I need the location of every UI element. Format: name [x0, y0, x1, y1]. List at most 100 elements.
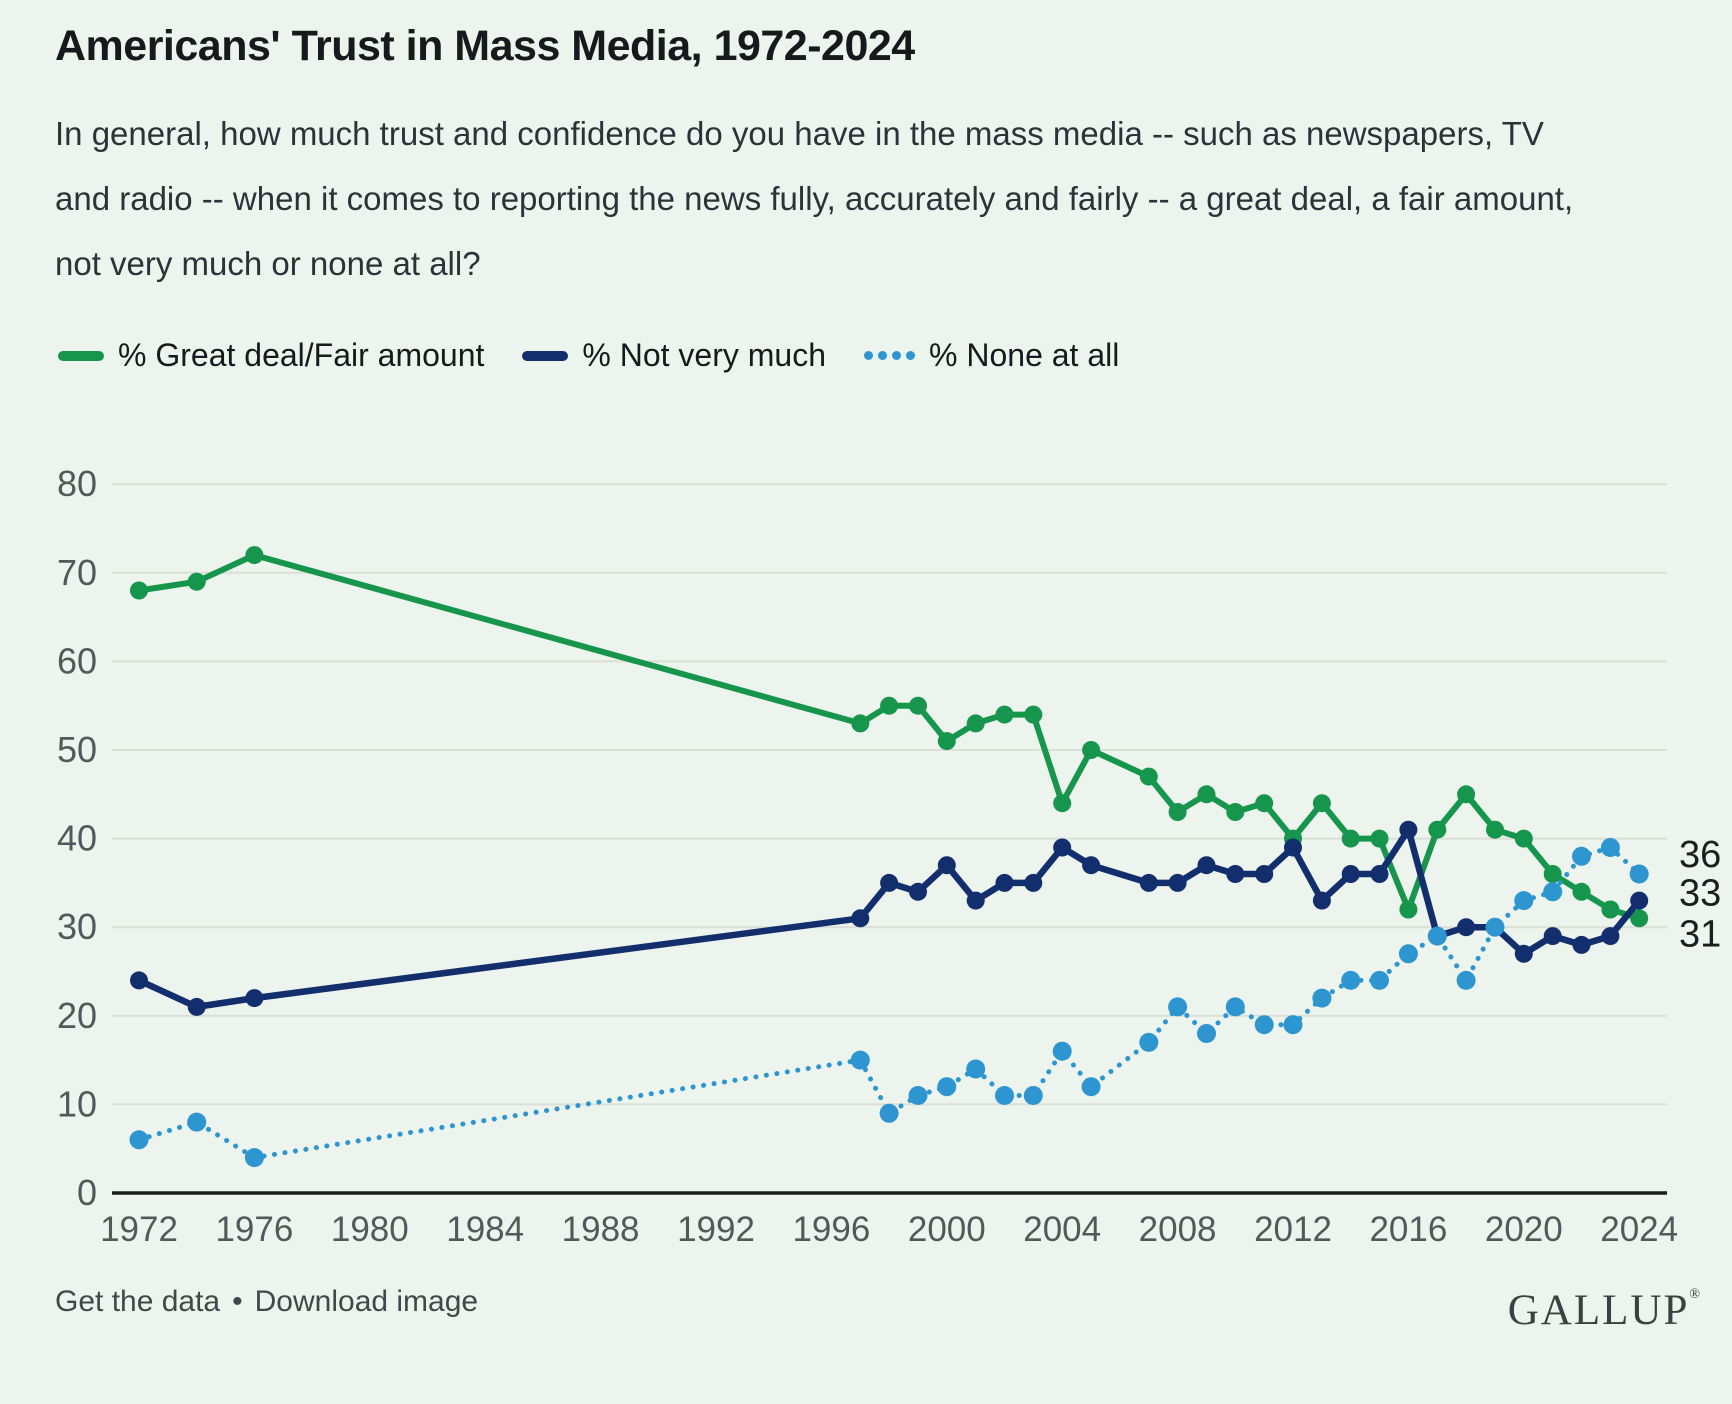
y-tick-label: 80 [57, 463, 97, 504]
data-point-marker[interactable] [1486, 820, 1504, 839]
data-point-marker[interactable] [1312, 891, 1331, 910]
x-tick-label: 1988 [562, 1210, 640, 1249]
data-point-marker[interactable] [1572, 935, 1591, 954]
data-point-marker[interactable] [187, 997, 206, 1016]
data-point-marker[interactable] [995, 705, 1014, 724]
data-point-marker[interactable] [1543, 927, 1562, 946]
data-point-marker[interactable] [909, 696, 927, 715]
legend-item-great-deal-fair-amount[interactable]: % Great deal/Fair amount [58, 337, 484, 374]
data-point-marker[interactable] [1284, 838, 1302, 857]
data-point-marker[interactable] [937, 856, 956, 875]
data-point-marker[interactable] [1514, 829, 1533, 848]
data-point-marker[interactable] [1052, 1041, 1072, 1061]
data-point-marker[interactable] [245, 546, 264, 565]
data-point-marker[interactable] [1629, 864, 1649, 884]
download-image-link[interactable]: Download image [254, 1285, 479, 1318]
data-point-marker[interactable] [1139, 873, 1158, 892]
data-point-marker[interactable] [1572, 846, 1591, 866]
footer-separator: • [232, 1285, 243, 1318]
data-point-marker[interactable] [1082, 856, 1101, 875]
data-point-marker[interactable] [1630, 891, 1649, 910]
data-point-marker[interactable] [1081, 1077, 1101, 1097]
data-point-marker[interactable] [1023, 1086, 1043, 1105]
data-point-marker[interactable] [1427, 926, 1447, 946]
data-point-marker[interactable] [1600, 838, 1620, 857]
data-point-marker[interactable] [130, 581, 148, 600]
data-point-marker[interactable] [1457, 918, 1476, 937]
data-point-marker[interactable] [1139, 1032, 1159, 1052]
data-point-marker[interactable] [1514, 891, 1534, 911]
legend-item-not-very-much[interactable]: % Not very much [522, 337, 826, 374]
data-point-marker[interactable] [1428, 820, 1447, 839]
data-point-marker[interactable] [879, 1103, 899, 1123]
data-point-marker[interactable] [1197, 856, 1216, 875]
data-point-marker[interactable] [880, 873, 899, 892]
data-point-marker[interactable] [966, 714, 985, 733]
survey-question-text: In general, how much trust and confidenc… [55, 115, 1574, 282]
data-point-marker[interactable] [851, 909, 870, 928]
data-point-marker[interactable] [1024, 705, 1043, 724]
data-point-marker[interactable] [1399, 900, 1418, 919]
data-point-marker[interactable] [244, 1148, 264, 1168]
data-point-marker[interactable] [1226, 803, 1245, 821]
data-point-marker[interactable] [1312, 794, 1331, 813]
data-point-marker[interactable] [1168, 803, 1187, 821]
data-point-marker[interactable] [937, 1077, 957, 1097]
data-point-marker[interactable] [187, 572, 206, 591]
data-point-marker[interactable] [908, 1086, 928, 1105]
data-point-marker[interactable] [1398, 944, 1418, 964]
data-point-marker[interactable] [1370, 865, 1389, 883]
data-point-marker[interactable] [1225, 997, 1245, 1017]
data-point-marker[interactable] [1543, 865, 1562, 883]
data-point-marker[interactable] [937, 732, 956, 751]
data-point-marker[interactable] [1572, 882, 1591, 901]
data-point-marker[interactable] [1341, 865, 1360, 883]
data-point-marker[interactable] [1399, 820, 1418, 839]
data-point-marker[interactable] [1312, 988, 1332, 1008]
data-point-marker[interactable] [1197, 785, 1216, 804]
data-point-marker[interactable] [1601, 927, 1620, 946]
data-point-marker[interactable] [1254, 1015, 1274, 1035]
data-point-marker[interactable] [1226, 865, 1245, 883]
data-point-marker[interactable] [966, 1059, 986, 1079]
data-point-marker[interactable] [1283, 1015, 1303, 1035]
gallup-logo: GALLUP® [1507, 1287, 1700, 1334]
data-point-marker[interactable] [1168, 997, 1188, 1017]
data-point-marker[interactable] [1255, 794, 1274, 813]
data-point-marker[interactable] [129, 1130, 149, 1150]
data-point-marker[interactable] [1024, 873, 1043, 892]
data-point-marker[interactable] [1255, 865, 1274, 883]
data-point-marker[interactable] [851, 714, 870, 733]
data-point-marker[interactable] [130, 971, 148, 990]
data-point-marker[interactable] [1456, 970, 1476, 990]
data-point-marker[interactable] [1139, 767, 1158, 786]
data-point-marker[interactable] [1197, 1024, 1216, 1043]
data-point-marker[interactable] [909, 882, 927, 901]
data-point-marker[interactable] [1053, 838, 1072, 857]
data-point-marker[interactable] [245, 989, 264, 1008]
data-point-marker[interactable] [850, 1050, 870, 1070]
data-point-marker[interactable] [1082, 741, 1101, 759]
data-point-marker[interactable] [1543, 882, 1563, 902]
data-point-marker[interactable] [1168, 873, 1187, 892]
data-point-marker[interactable] [995, 873, 1014, 892]
data-point-marker[interactable] [880, 696, 899, 715]
data-point-marker[interactable] [1457, 785, 1476, 804]
data-point-marker[interactable] [1341, 829, 1360, 848]
data-point-marker[interactable] [1485, 917, 1505, 937]
data-point-marker[interactable] [1370, 970, 1389, 990]
data-point-marker[interactable] [1514, 944, 1533, 963]
y-tick-label: 50 [57, 729, 97, 770]
data-point-marker[interactable] [995, 1086, 1014, 1105]
data-point-marker[interactable] [1341, 970, 1361, 990]
data-point-marker[interactable] [966, 891, 985, 910]
footer-links: Get the data • Download image [55, 1285, 478, 1319]
get-the-data-link[interactable]: Get the data [55, 1285, 221, 1318]
data-point-marker[interactable] [1370, 829, 1389, 848]
legend-item-none-at-all[interactable]: % None at all [864, 337, 1119, 374]
data-point-marker[interactable] [1601, 900, 1620, 919]
data-point-marker[interactable] [1630, 909, 1649, 928]
data-point-marker[interactable] [187, 1112, 207, 1132]
data-point-marker[interactable] [1053, 794, 1072, 813]
